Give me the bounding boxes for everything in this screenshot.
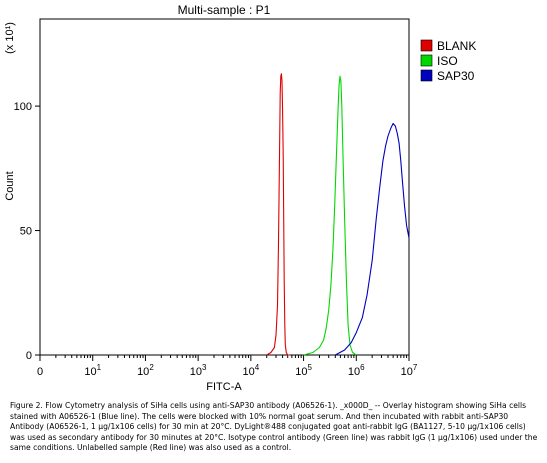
x-tick-exponent: 1 — [97, 363, 102, 372]
x-tick-label: 104 — [243, 363, 260, 378]
x-tick-label: 107 — [401, 363, 418, 378]
x-axis-ticks: 0 101 102 103 104 105 106 107 — [37, 355, 418, 378]
legend-swatch-iso — [420, 54, 433, 67]
x-tick-label: 103 — [190, 363, 207, 378]
chart-title: Multi-sample : P1 — [178, 3, 271, 17]
x-tick-exponent: 7 — [413, 363, 418, 372]
histogram-lines — [266, 73, 410, 356]
x-tick-label: 0 — [37, 366, 43, 378]
legend-swatch-sap30 — [420, 69, 433, 82]
y-axis-label: Count — [4, 171, 16, 200]
x-tick-base: 10 — [295, 366, 307, 378]
flow-cytometry-chart: Multi-sample : P1 (x 10¹) Count FITC-A 0… — [4, 3, 476, 393]
series-line-blank — [266, 73, 290, 356]
x-tick-exponent: 2 — [149, 363, 154, 372]
x-tick-base: 10 — [348, 366, 360, 378]
x-tick-base: 10 — [190, 366, 202, 378]
x-tick-label: 106 — [348, 363, 365, 378]
x-tick-base: 10 — [401, 366, 413, 378]
x-axis-label: FITC-A — [206, 381, 242, 393]
x-tick-label: 105 — [295, 363, 312, 378]
legend-label-blank: BLANK — [437, 39, 476, 53]
x-tick-exponent: 6 — [360, 363, 365, 372]
x-tick-base: 10 — [84, 366, 96, 378]
x-tick-base: 10 — [243, 366, 255, 378]
plot-frame — [39, 18, 410, 356]
legend-label-sap30: SAP30 — [437, 69, 475, 83]
x-tick-exponent: 5 — [307, 363, 312, 372]
x-tick-exponent: 4 — [255, 363, 260, 372]
y-tick-label: 100 — [14, 101, 32, 113]
x-tick-label: 101 — [84, 363, 101, 378]
figure-caption: Figure 2. Flow Cytometry analysis of SiH… — [10, 401, 538, 452]
y-tick-label: 0 — [26, 350, 32, 362]
y-axis-ticks: 0 50 100 — [14, 101, 40, 362]
legend-swatch-blank — [420, 39, 433, 52]
y-multiplier-label: (x 10¹) — [4, 22, 16, 54]
x-tick-base: 10 — [137, 366, 149, 378]
x-tick-label: 102 — [137, 363, 154, 378]
series-line-sap30 — [335, 122, 410, 356]
x-tick-base: 0 — [37, 366, 43, 378]
series-line-iso — [303, 75, 357, 356]
y-tick-label: 50 — [20, 226, 32, 238]
x-tick-exponent: 3 — [202, 363, 207, 372]
legend-label-iso: ISO — [437, 54, 458, 68]
